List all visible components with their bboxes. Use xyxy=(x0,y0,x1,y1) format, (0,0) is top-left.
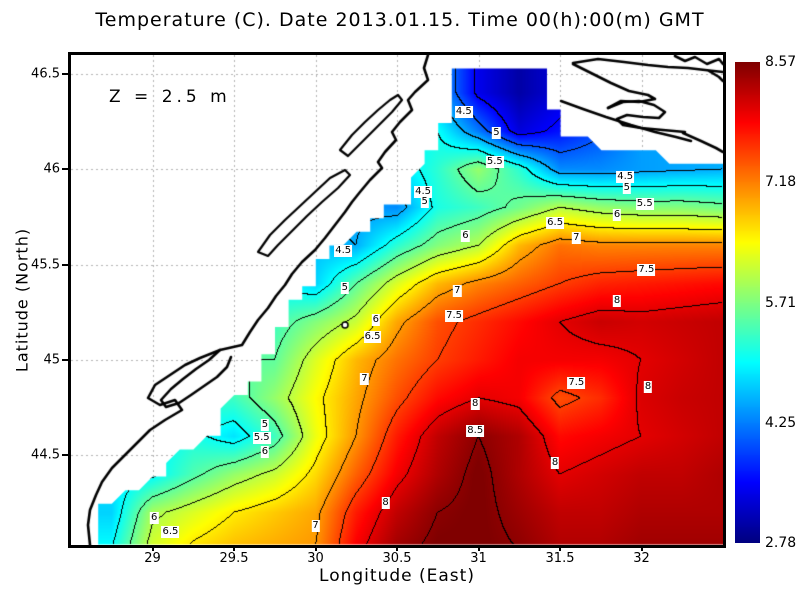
contour-label: 8 xyxy=(471,397,480,410)
x-tick-mark xyxy=(314,545,317,551)
contour-label: 7 xyxy=(453,285,462,298)
x-axis-label: Longitude (East) xyxy=(319,566,475,586)
contour-label: 8 xyxy=(550,457,560,469)
contour-label: 8 xyxy=(612,294,622,307)
contour-label: 5.5 xyxy=(252,432,271,445)
contour-label: 7 xyxy=(360,373,369,386)
y-tick-label: 46 xyxy=(43,161,60,177)
contour-label: 6 xyxy=(371,314,380,327)
contour-label: 6.5 xyxy=(546,216,565,229)
x-tick-mark xyxy=(477,545,480,551)
colorbar-tick-label: 5.71 xyxy=(765,294,797,311)
contour-label: 6 xyxy=(461,230,470,243)
contour-label: 5 xyxy=(340,281,350,294)
contour-label: 6.5 xyxy=(161,525,180,538)
y-tick-mark xyxy=(62,454,68,457)
chart-title: Temperature (C). Date 2013.01.15. Time 0… xyxy=(95,9,705,31)
y-tick-mark xyxy=(62,263,68,266)
colorbar: 8.57 7.18 5.71 4.25 2.78 xyxy=(735,54,796,551)
contour-label: 8 xyxy=(381,497,390,510)
contour-label: 7 xyxy=(572,232,581,245)
contour-label: 6 xyxy=(260,445,270,458)
colorbar-tick-label: 2.78 xyxy=(765,535,797,551)
contour-labels-layer: 4.5 5 5.5 4.5 5 4.5 5 5.5 6 6.5 7 6 5 5.5 6 4.5 5 6 6.5 7 7 7… xyxy=(71,55,723,545)
y-tick-mark xyxy=(62,73,68,76)
colorbar-tick-label: 4.25 xyxy=(765,414,797,431)
x-tick-label: 30.5 xyxy=(382,551,412,566)
contour-label: 5.5 xyxy=(635,197,654,210)
y-tick-label: 45 xyxy=(43,352,60,368)
map-plot-area: 4.5 5 5.5 4.5 5 4.5 5 5.5 6 6.5 7 6 5 5.5 6 4.5 5 6 6.5 7 7 7… xyxy=(68,52,726,548)
y-tick-label: 45.5 xyxy=(31,257,60,273)
colorbar-gradient-canvas xyxy=(735,62,760,543)
x-tick-label: 32 xyxy=(633,551,650,566)
x-tick-mark xyxy=(559,545,561,551)
colorbar-tick-label: 7.18 xyxy=(765,174,797,191)
contour-label: 6 xyxy=(612,209,622,222)
contour-label: 8 xyxy=(643,380,653,393)
contour-label: 4.5 xyxy=(454,106,473,119)
contour-label: 8.5 xyxy=(466,424,485,437)
contour-label: 7 xyxy=(311,519,320,532)
contour-label: 4.5 xyxy=(616,171,635,184)
x-tick-mark xyxy=(396,545,398,551)
contour-label: 6.5 xyxy=(363,331,382,344)
y-tick-label: 46.5 xyxy=(31,66,60,82)
depth-annotation: Z = 2.5 m xyxy=(109,87,231,107)
contour-label: 7.5 xyxy=(567,376,586,389)
x-tick-mark xyxy=(233,545,235,551)
x-tick-mark xyxy=(640,545,643,551)
x-tick-label: 29 xyxy=(144,551,161,566)
contour-label: 5 xyxy=(492,127,501,140)
y-axis-label: Latitude (North) xyxy=(12,227,32,373)
contour-label: 6 xyxy=(149,512,159,525)
x-tick-label: 31 xyxy=(470,551,487,566)
contour-label: 5.5 xyxy=(485,155,504,168)
y-tick-mark xyxy=(62,359,68,362)
x-tick-label: 29.5 xyxy=(219,551,249,566)
contour-label: 5 xyxy=(260,418,270,431)
x-tick-label: 31.5 xyxy=(545,551,575,566)
x-tick-mark xyxy=(151,545,154,551)
contour-label: 4.5 xyxy=(414,186,433,199)
y-tick-mark xyxy=(62,168,68,171)
contour-label: 7.5 xyxy=(637,264,656,277)
contour-label: 5 xyxy=(420,195,429,208)
y-tick-label: 44.5 xyxy=(31,447,60,463)
contour-label: 4.5 xyxy=(334,245,353,258)
x-tick-label: 30 xyxy=(307,551,324,566)
contour-label: 7.5 xyxy=(445,310,463,323)
contour-label: 5 xyxy=(622,182,632,195)
colorbar-tick-label: 8.57 xyxy=(765,54,797,70)
